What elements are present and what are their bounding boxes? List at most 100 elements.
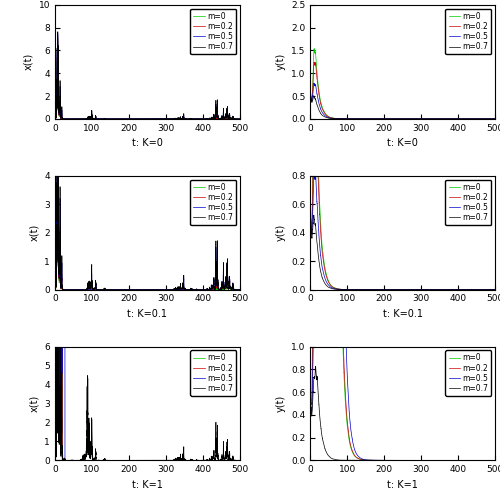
Line: m=0: m=0	[310, 46, 495, 290]
m=0.5	[224, 457, 230, 463]
m=0.5	[224, 114, 230, 120]
m=0.7	[492, 457, 498, 463]
m=0	[203, 116, 209, 122]
m=0	[404, 287, 410, 293]
m=0.7	[406, 457, 412, 463]
X-axis label: t: K=1: t: K=1	[132, 480, 163, 490]
m=0.5	[203, 287, 209, 293]
m=0	[224, 457, 230, 463]
m=0.7	[184, 116, 190, 122]
m=0.5	[404, 116, 410, 122]
m=0.7	[311, 93, 317, 99]
m=0	[184, 116, 190, 122]
Line: m=0.2: m=0.2	[55, 39, 240, 119]
m=0.2	[55, 36, 61, 42]
m=0.7	[307, 400, 313, 406]
Legend: m=0, m=0.2, m=0.5, m=0.7: m=0, m=0.2, m=0.5, m=0.7	[446, 180, 491, 225]
m=0	[152, 287, 158, 293]
m=0.7	[404, 116, 410, 122]
m=0.2	[406, 287, 412, 293]
m=0	[152, 116, 158, 122]
m=0.2	[406, 116, 412, 122]
m=0	[458, 287, 464, 293]
m=0.7	[52, 446, 58, 452]
m=0.5	[152, 116, 158, 122]
m=0	[328, 283, 334, 289]
m=0	[312, 43, 318, 49]
m=0.5	[203, 116, 209, 122]
Line: m=0.2: m=0.2	[55, 0, 240, 460]
Y-axis label: x(t): x(t)	[29, 395, 39, 412]
m=0.5	[55, 31, 61, 37]
m=0.5	[307, 93, 313, 99]
m=0	[59, 457, 65, 463]
m=0.7	[440, 457, 446, 463]
m=0.5	[478, 287, 484, 293]
m=0.5	[328, 115, 334, 121]
m=0.7	[404, 457, 410, 463]
m=0.2	[458, 287, 464, 293]
m=0.7	[478, 116, 484, 122]
m=0.2	[74, 287, 80, 293]
m=0.5	[458, 116, 464, 122]
Line: m=0.5: m=0.5	[55, 71, 240, 290]
m=0	[440, 457, 446, 463]
Line: m=0.7: m=0.7	[310, 366, 495, 460]
Y-axis label: x(t): x(t)	[29, 224, 39, 241]
m=0.2	[184, 287, 190, 293]
m=0.2	[149, 116, 155, 122]
m=0.7	[312, 363, 318, 369]
m=0	[406, 287, 412, 293]
m=0	[328, 115, 334, 121]
m=0.7	[237, 287, 243, 293]
m=0.5	[458, 457, 464, 463]
m=0.2	[440, 116, 446, 122]
Legend: m=0, m=0.2, m=0.5, m=0.7: m=0, m=0.2, m=0.5, m=0.7	[190, 350, 236, 396]
m=0.5	[74, 287, 80, 293]
m=0	[149, 116, 155, 122]
X-axis label: t: K=0: t: K=0	[387, 138, 418, 148]
m=0.5	[184, 116, 190, 122]
m=0.7	[184, 287, 190, 293]
m=0.7	[74, 116, 80, 122]
m=0.7	[74, 457, 80, 463]
m=0.5	[311, 170, 317, 176]
m=0.5	[184, 287, 190, 293]
m=0	[406, 116, 412, 122]
m=0.2	[152, 457, 158, 463]
m=0.2	[307, 400, 313, 406]
m=0.7	[458, 287, 464, 293]
m=0.7	[203, 116, 209, 122]
m=0.2	[203, 457, 209, 463]
m=0.7	[224, 282, 230, 288]
m=0.2	[52, 109, 58, 115]
m=0.7	[55, 265, 61, 271]
m=0.2	[123, 116, 129, 122]
m=0.2	[478, 457, 484, 463]
Line: m=0.5: m=0.5	[310, 83, 495, 119]
m=0.5	[203, 457, 209, 463]
m=0	[52, 446, 58, 452]
m=0.5	[307, 400, 313, 406]
m=0.2	[492, 457, 498, 463]
m=0.2	[203, 287, 209, 293]
m=0.7	[328, 115, 334, 121]
m=0.2	[440, 287, 446, 293]
m=0	[478, 287, 484, 293]
m=0.7	[224, 454, 230, 460]
m=0.7	[123, 116, 129, 122]
m=0.7	[458, 116, 464, 122]
m=0.2	[224, 115, 230, 121]
m=0.7	[406, 287, 412, 293]
Line: m=0: m=0	[310, 49, 495, 119]
m=0	[458, 457, 464, 463]
m=0	[224, 286, 230, 292]
m=0.5	[149, 457, 155, 463]
m=0.2	[74, 116, 80, 122]
Y-axis label: y(t): y(t)	[276, 395, 285, 412]
m=0	[52, 109, 58, 115]
Line: m=0.5: m=0.5	[310, 173, 495, 290]
m=0.2	[237, 116, 243, 122]
m=0	[307, 93, 313, 99]
m=0.7	[440, 116, 446, 122]
